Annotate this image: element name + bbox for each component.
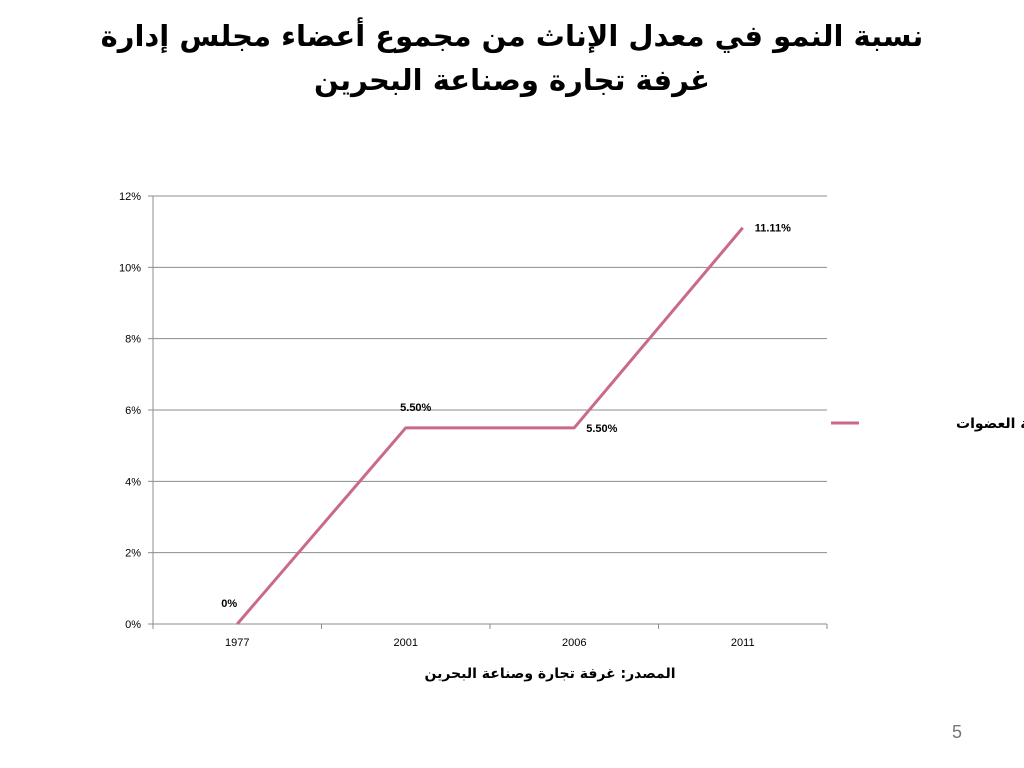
y-tick-label: 12%: [119, 191, 141, 203]
y-axis-tick-labels: 0% 2% 4% 6% 8% 10% 12%: [119, 191, 141, 631]
y-tick-label: 0%: [125, 619, 141, 631]
slide-number: 5: [951, 722, 962, 742]
data-labels: 0% 5.50% 5.50% 11.11%: [221, 223, 791, 610]
chart-axes: [148, 195, 828, 629]
y-tick-label: 2%: [125, 548, 141, 560]
y-tick-label: 10%: [119, 262, 141, 274]
y-tick-label: 6%: [125, 405, 141, 417]
series-line: [236, 226, 744, 625]
y-tick-label: 4%: [125, 476, 141, 488]
x-tick-label: 2011: [731, 637, 755, 649]
data-label: 11.11%: [755, 223, 791, 235]
y-tick-label: 8%: [125, 334, 141, 346]
gridlines: [153, 195, 827, 554]
data-label: 5.50%: [586, 423, 617, 435]
x-axis-tick-labels: 1977 2001 2006 2011: [225, 637, 755, 649]
data-label: 5.50%: [400, 402, 431, 414]
x-tick-label: 1977: [225, 637, 249, 649]
x-tick-label: 2001: [394, 637, 418, 649]
legend-label: نسبة العضوات: [956, 416, 1024, 432]
source-note: المصدر: غرفة تجارة وصناعة البحرين: [424, 666, 676, 682]
slide-title: نسبة النمو في معدل الإناث من مجموع أعضاء…: [100, 19, 924, 97]
x-tick-label: 2006: [562, 637, 586, 649]
legend: نسبة العضوات: [831, 416, 1024, 432]
data-label: 0%: [221, 598, 237, 610]
series-lines: [236, 226, 744, 625]
